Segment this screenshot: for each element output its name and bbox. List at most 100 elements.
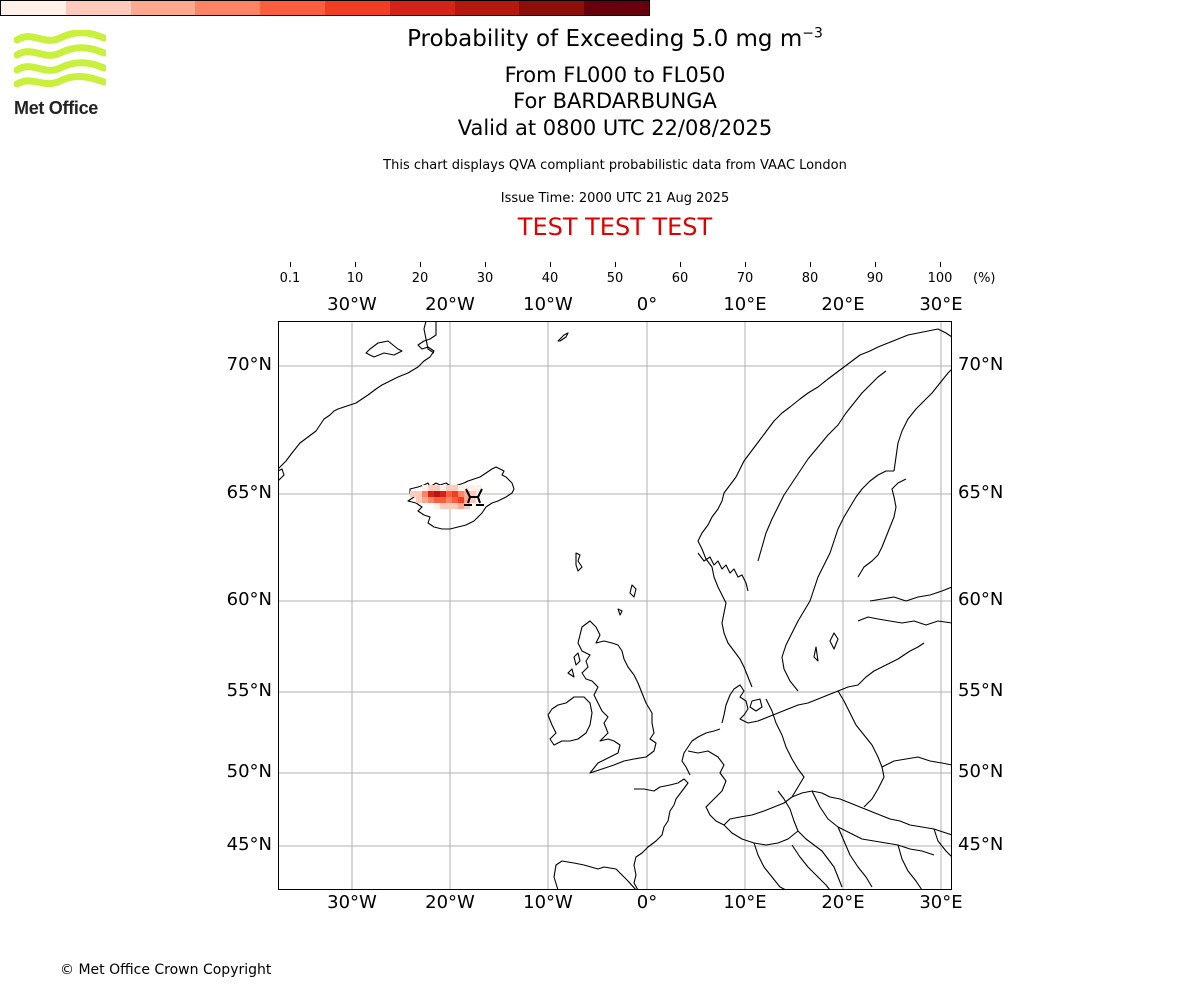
- colorbar-tick: [810, 262, 811, 267]
- logo-wordmark: Met Office: [14, 98, 99, 118]
- great-britain-coast: [577, 620, 657, 774]
- shetland: [629, 584, 637, 598]
- colorbar-segment-1: [65, 1, 131, 15]
- lon-label-top: 20°E: [821, 294, 865, 315]
- plume-cell: [470, 491, 476, 497]
- colorbar-tick: [355, 262, 356, 267]
- iceland-coast: [407, 466, 515, 530]
- plume-cell: [470, 497, 476, 503]
- lon-label-bottom: 0°: [636, 892, 658, 913]
- coastlines: [278, 321, 952, 890]
- colorbar-unit: (%): [973, 271, 996, 286]
- colorbar-tick-label: 50: [606, 271, 624, 286]
- met-office-logo: Met Office: [13, 29, 108, 119]
- colorbar-segment-2: [130, 1, 196, 15]
- colorbar-tick-label: 10: [346, 271, 364, 286]
- lon-label-bottom: 20°E: [821, 892, 865, 913]
- netherlands-coast: [681, 728, 721, 776]
- colorbar-segment-6: [389, 1, 455, 15]
- colorbar-segment-4: [260, 1, 325, 15]
- plume-cell: [428, 497, 434, 503]
- met-office-waves-icon: [13, 29, 108, 88]
- sweden-border: [757, 370, 887, 562]
- lat-label-left: 45°N: [226, 834, 272, 855]
- volcano-icon: [464, 488, 484, 506]
- plume-cell: [422, 497, 428, 503]
- plume-cell: [452, 503, 458, 509]
- lon-label-top: 10°W: [523, 294, 573, 315]
- lon-label-top: 10°E: [723, 294, 767, 315]
- test-banner: TEST TEST TEST: [517, 213, 713, 241]
- colorbar-tick: [420, 262, 421, 267]
- plume-cell: [464, 497, 470, 503]
- map-plot: [278, 321, 952, 890]
- plume-cell: [434, 497, 440, 503]
- flight-level-subtitle: From FL000 to FL050: [504, 63, 726, 87]
- plume-cell: [458, 491, 464, 497]
- lat-label-right: 60°N: [958, 589, 1004, 610]
- lat-label-left: 65°N: [226, 482, 272, 503]
- lon-label-bottom: 10°W: [523, 892, 573, 913]
- plume-cell: [440, 485, 446, 491]
- plume-cell: [440, 491, 446, 497]
- norway-coast: [697, 328, 952, 688]
- plume-cell: [452, 485, 458, 491]
- copyright-footer: © Met Office Crown Copyright: [60, 962, 272, 978]
- lon-label-bottom: 30°E: [919, 892, 963, 913]
- colorbar-tick-label: 40: [541, 271, 559, 286]
- country-borders: [687, 750, 952, 836]
- probability-colorbar: [0, 0, 650, 16]
- colorbar-segment-7: [454, 1, 520, 15]
- plume-cell: [434, 491, 440, 497]
- colorbar-tick: [290, 262, 291, 267]
- plume-cell: [446, 491, 452, 497]
- colorbar-tick-label: 100: [927, 271, 953, 286]
- gridlines: [278, 321, 952, 890]
- colorbar-tick: [615, 262, 616, 267]
- plume-cell: [464, 485, 470, 491]
- colorbar-tick: [875, 262, 876, 267]
- colorbar-tick-label: 70: [736, 271, 754, 286]
- greenland-coast: [278, 321, 437, 470]
- map-frame: [278, 321, 952, 890]
- lon-label-top: 0°: [636, 294, 658, 315]
- lon-label-top: 20°W: [425, 294, 475, 315]
- title-exponent: −3: [802, 25, 823, 42]
- plume-cell: [440, 497, 446, 503]
- colorbar-tick: [485, 262, 486, 267]
- plume-cell: [416, 491, 422, 497]
- plume-cell: [434, 485, 440, 491]
- plume-cell: [434, 503, 440, 509]
- lon-label-top: 30°W: [327, 294, 377, 315]
- lon-label-bottom: 10°E: [723, 892, 767, 913]
- colorbar-segment-8: [519, 1, 585, 15]
- plume-cell: [416, 497, 422, 503]
- jan-mayen: [557, 332, 569, 342]
- lat-label-right: 70°N: [958, 354, 1004, 375]
- plume-cell: [452, 497, 458, 503]
- plume-cell: [458, 497, 464, 503]
- plume-cell: [422, 485, 428, 491]
- plume-cell: [428, 485, 434, 491]
- colorbar-tick-label: 20: [411, 271, 429, 286]
- finland-border: [893, 368, 952, 472]
- lon-label-top: 30°E: [919, 294, 963, 315]
- lat-label-right: 65°N: [958, 482, 1004, 503]
- plume-cell: [446, 497, 452, 503]
- colorbar-segment-5: [324, 1, 390, 15]
- lat-label-left: 55°N: [226, 680, 272, 701]
- denmark-coast: [721, 684, 763, 724]
- colorbar-tick-label: 30: [476, 271, 494, 286]
- plume-cell: [440, 503, 446, 509]
- lat-label-left: 60°N: [226, 589, 272, 610]
- plume-cell: [476, 485, 482, 491]
- plume-cell: [410, 491, 416, 497]
- lat-label-right: 50°N: [958, 761, 1004, 782]
- colorbar-tick-label: 90: [866, 271, 884, 286]
- colorbar-tick: [550, 262, 551, 267]
- plume-cell: [452, 491, 458, 497]
- colorbar-segment-0: [1, 1, 66, 15]
- disclaimer-text: This chart displays QVA compliant probab…: [383, 158, 847, 173]
- baltic-coast: [747, 642, 925, 724]
- faroe-islands: [575, 552, 583, 572]
